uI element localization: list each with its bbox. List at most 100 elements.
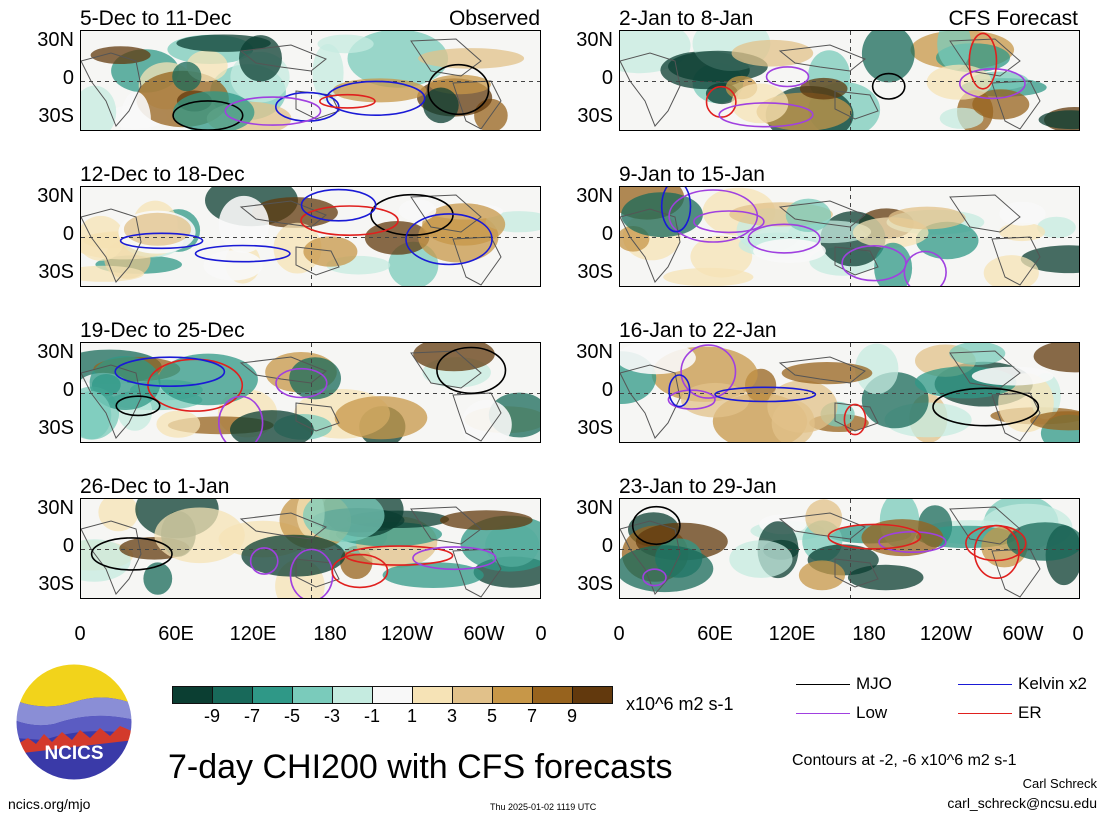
anomaly-region	[218, 195, 270, 253]
anomaly-region	[382, 562, 484, 588]
anomaly-region	[731, 39, 814, 67]
colorbar-swatch	[492, 686, 533, 704]
lat-tick-label: 30N	[37, 497, 74, 519]
colorbar-swatch	[212, 686, 253, 704]
lat-tick-label: 30S	[577, 573, 613, 595]
colorbar-swatch	[572, 686, 613, 704]
panel-title: 9-Jan to 15-Jan	[619, 163, 765, 186]
anomaly-region	[785, 198, 832, 232]
filter-contour	[300, 188, 377, 222]
lat-tick-label: 0	[62, 535, 74, 557]
website-link[interactable]: ncics.org/mjo	[8, 796, 91, 812]
legend-label-er: ER	[1018, 703, 1042, 722]
anomaly-region	[303, 236, 358, 267]
anomaly-region	[173, 91, 255, 130]
coastline	[81, 208, 142, 283]
lon-tick-label: 180	[313, 623, 347, 645]
colorbar-tick-label: -5	[283, 706, 300, 726]
map-panel-observed-4	[80, 498, 541, 599]
anomaly-region	[805, 499, 843, 536]
email-link[interactable]: carl_schreck@ncsu.edu	[947, 795, 1097, 811]
lat-tick-label: 30S	[38, 105, 74, 127]
anomaly-region	[143, 562, 173, 595]
lon-tick-label: 0	[535, 623, 547, 645]
anomaly-region	[364, 221, 430, 255]
anomaly-region	[302, 499, 385, 542]
colorbar-swatch	[252, 686, 293, 704]
filter-contour	[878, 530, 947, 553]
coastline	[834, 90, 879, 120]
lat-tick-label: 0	[601, 535, 613, 557]
anomaly-region	[120, 91, 151, 130]
lat-tick-label: 0	[601, 223, 613, 245]
anomaly-region	[230, 410, 314, 442]
lon-tick-label: 120E	[768, 623, 816, 645]
anomaly-region	[798, 560, 846, 591]
anomaly-region	[317, 34, 374, 54]
filter-contour	[718, 102, 814, 128]
map-panel-forecast-4	[619, 498, 1080, 599]
colorbar-swatch	[412, 686, 453, 704]
panel-title: 5-Dec to 11-Dec	[80, 7, 232, 30]
logo-text: NCICS	[44, 743, 103, 764]
filter-contour	[405, 213, 493, 266]
colorbar-swatch	[532, 686, 573, 704]
filter-contour	[114, 356, 226, 388]
anomaly-region	[252, 197, 338, 228]
filter-contour	[871, 72, 906, 100]
anomaly-region	[620, 343, 696, 375]
filter-contour	[841, 244, 907, 282]
anomaly-region	[620, 545, 714, 593]
filter-contour	[903, 250, 947, 286]
panel-title: 2-Jan to 8-Jan	[619, 7, 754, 30]
anomaly-region	[176, 34, 271, 52]
filter-contour	[965, 524, 1027, 562]
lon-tick-label: 120W	[919, 623, 973, 645]
filter-contour	[331, 553, 389, 589]
coastline	[834, 246, 879, 276]
anomaly-region	[203, 250, 263, 281]
anomaly-region	[861, 31, 915, 83]
colorbar-swatch	[172, 686, 213, 704]
lat-tick-label: 30S	[38, 261, 74, 283]
filter-contour	[436, 346, 507, 395]
filter-contour	[705, 85, 737, 118]
anomaly-region	[158, 353, 258, 406]
lat-tick-label: 0	[62, 379, 74, 401]
main-title: 7-day CHI200 with CFS forecasts	[168, 748, 673, 786]
anomaly-region	[771, 400, 815, 442]
anomaly-region	[999, 222, 1046, 242]
anomaly-region	[241, 534, 346, 577]
anomaly-region	[847, 564, 924, 591]
lat-tick-label: 30S	[577, 261, 613, 283]
colorbar-swatch	[372, 686, 413, 704]
lon-tick-label: 120W	[380, 623, 434, 645]
lat-tick-label: 0	[62, 67, 74, 89]
filter-contour	[427, 63, 490, 116]
lat-tick-label: 30S	[577, 105, 613, 127]
coastline	[620, 208, 681, 283]
anomaly-region	[440, 510, 533, 531]
coastline	[410, 506, 482, 545]
coastline	[295, 558, 340, 588]
anomaly-region	[398, 199, 437, 222]
colorbar-tick-label: -7	[243, 706, 260, 726]
filter-contour	[300, 205, 399, 236]
filter-contour	[680, 344, 737, 399]
lat-tick-label: 0	[601, 379, 613, 401]
anomaly-region	[90, 46, 151, 64]
panel-title: 16-Jan to 22-Jan	[619, 319, 777, 342]
anomaly-region	[874, 242, 913, 286]
coastline	[81, 364, 142, 439]
coastline	[81, 520, 142, 595]
panel-title: 19-Dec to 25-Dec	[80, 319, 245, 342]
colorbar-swatch	[452, 686, 493, 704]
lat-tick-label: 30N	[37, 29, 74, 51]
coastline	[949, 506, 1021, 545]
anomaly-region	[663, 267, 754, 286]
coastline	[949, 194, 1021, 233]
anomaly-region	[81, 85, 117, 130]
colorbar-tick-label: 7	[526, 706, 537, 726]
coastline	[620, 520, 681, 595]
lon-tick-label: 60E	[158, 623, 194, 645]
